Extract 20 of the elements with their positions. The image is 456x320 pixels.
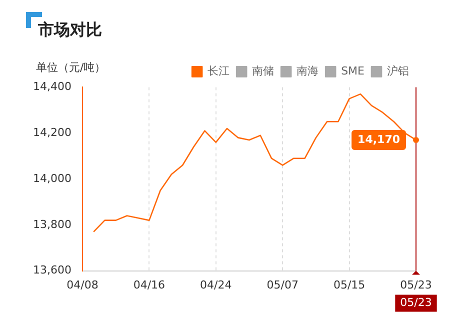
y-tick-label: 13,800 [32, 218, 72, 231]
y-tick-label: 14,400 [32, 80, 72, 94]
x-tick-label: 05/15 [333, 278, 366, 292]
y-tick-label: 14,200 [32, 126, 72, 139]
y-axis-title: 单位（元/吨） [36, 60, 106, 74]
y-tick-label: 14,000 [32, 172, 72, 185]
x-tick-label: 04/24 [200, 278, 232, 292]
annotation: 14,170 [358, 132, 400, 146]
ref-line-label: 05/23 [400, 296, 432, 310]
legend-label: 南储 [252, 64, 274, 78]
chart-title: 市场对比 [38, 20, 102, 41]
x-tick-label: 04/16 [133, 278, 166, 292]
legend-label: 南海 [296, 64, 319, 78]
y-tick-label: 13,600 [32, 264, 72, 277]
x-tick-label: 04/08 [66, 278, 98, 292]
legend-label: 长江 [208, 64, 230, 78]
x-tick-label: 05/23 [400, 278, 432, 292]
legend-label: SME [341, 64, 365, 78]
x-tick-label: 05/07 [266, 278, 298, 292]
legend-label: 沪铝 [387, 64, 409, 78]
